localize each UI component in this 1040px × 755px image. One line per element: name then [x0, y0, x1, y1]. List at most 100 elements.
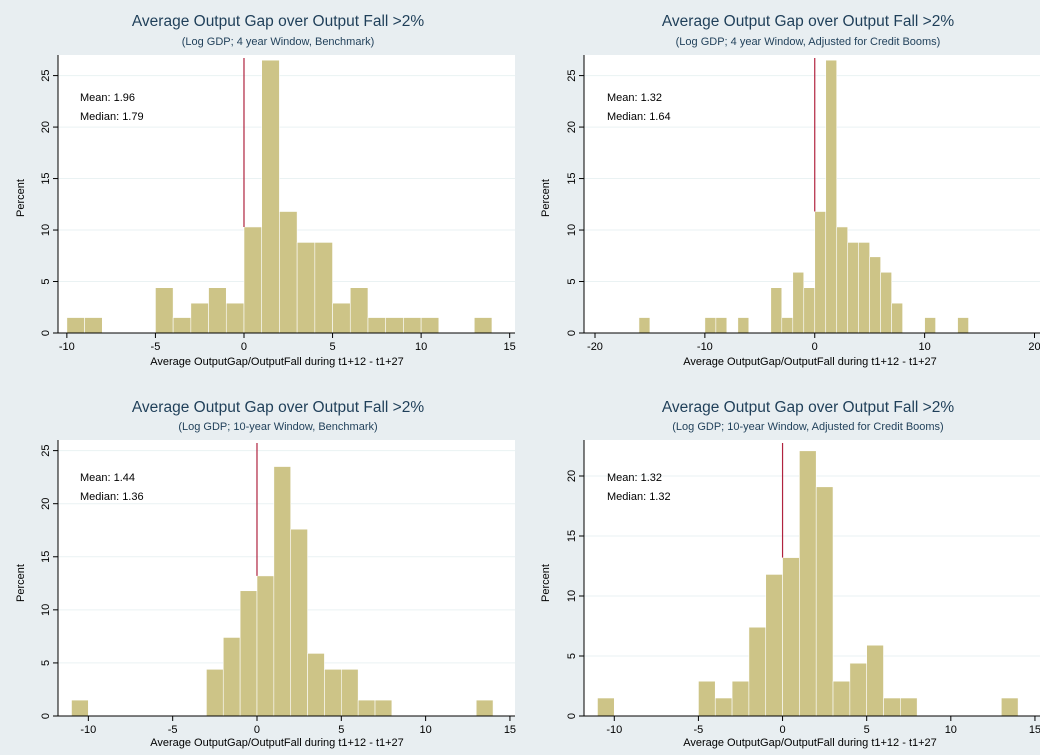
histogram-3: -10 -5 0 5 10 15 0 5 10 15 20 25 Average Output Gap…	[15, 399, 516, 749]
histogram-bar	[880, 271, 892, 334]
histogram-panel-4: -10 -5 0 5 10 15 0 5 10 15 20 Average Output Gap o…	[520, 378, 1040, 755]
x-tick-label: 5	[329, 341, 335, 353]
histogram-bar	[748, 626, 767, 717]
histogram-bar	[206, 668, 224, 717]
plot-background	[584, 55, 1040, 333]
y-tick-label: 10	[566, 224, 578, 236]
x-tick-label: 20	[1028, 341, 1040, 353]
histogram-bar	[341, 668, 359, 717]
histogram-bar	[256, 575, 275, 717]
histogram-bar	[782, 557, 800, 717]
chart-subtitle: (Log GDP; 4 year Window, Benchmark)	[182, 36, 375, 48]
histogram-bar	[924, 317, 936, 334]
mean-label: Mean: 1.44	[80, 472, 135, 484]
y-tick-label: 25	[40, 69, 52, 81]
x-tick-label: 0	[241, 341, 247, 353]
histogram-bar	[770, 287, 783, 334]
median-label: Median: 1.36	[80, 491, 144, 503]
histogram-bar	[714, 697, 733, 717]
y-axis-label: Percent	[540, 564, 552, 602]
median-label: Median: 1.79	[80, 111, 144, 123]
histogram-bar	[403, 317, 422, 334]
histogram-panel-1: -10 -5 0 5 10 15 0 5 10 15 20 25 Average Output Gap…	[0, 0, 520, 378]
x-axis-label: Average OutputGap/OutputFall during t1+1…	[150, 356, 404, 368]
histogram-bar	[891, 302, 903, 334]
histogram-bar	[869, 256, 881, 334]
x-tick-label: 10	[945, 724, 957, 736]
y-tick-label: 5	[40, 660, 52, 666]
y-tick-label: 20	[40, 498, 52, 510]
histogram-bar	[731, 680, 750, 717]
histogram-bar	[715, 317, 728, 334]
mean-label: Mean: 1.96	[80, 92, 135, 104]
x-tick-label: -10	[606, 724, 622, 736]
histogram-bar	[296, 242, 316, 334]
y-tick-label: 0	[40, 713, 52, 719]
histogram-panel-2: -20 -10 0 10 20 0 5 10 15 20 25 Average Output Gap…	[520, 0, 1040, 378]
y-tick-label: 20	[40, 121, 52, 133]
y-tick-label: 10	[40, 224, 52, 236]
chart-subtitle: (Log GDP; 10-year Window, Benchmark)	[178, 421, 377, 433]
x-tick-label: 15	[1029, 724, 1040, 736]
y-tick-label: 25	[566, 69, 578, 81]
chart-title: Average Output Gap over Output Fall >2%	[132, 399, 424, 416]
histogram-bar	[792, 271, 805, 334]
histogram-bar	[239, 590, 258, 717]
histogram-bar	[208, 287, 227, 334]
x-axis-label: Average OutputGap/OutputFall during t1+1…	[683, 356, 937, 368]
histogram-bar	[737, 317, 750, 334]
histogram-bar	[71, 699, 89, 717]
histogram-bar	[155, 287, 174, 334]
histogram-bar	[866, 644, 884, 717]
mean-label: Mean: 1.32	[607, 92, 662, 104]
histogram-bar	[781, 317, 794, 334]
histogram-bar	[698, 680, 716, 717]
histogram-bar	[273, 466, 292, 717]
histogram-bar	[1000, 697, 1019, 717]
histogram-bar	[849, 662, 867, 717]
histogram-bar	[190, 302, 209, 334]
histogram-bar	[385, 317, 404, 334]
chart-title: Average Output Gap over Output Fall >2%	[132, 13, 424, 30]
histogram-bar	[473, 317, 493, 334]
x-tick-label: 0	[254, 724, 260, 736]
y-tick-label: 0	[566, 713, 578, 719]
x-tick-label: 0	[779, 724, 785, 736]
x-tick-label: 10	[419, 724, 431, 736]
x-tick-label: -10	[697, 341, 713, 353]
y-tick-label: 5	[566, 278, 578, 284]
x-tick-label: 15	[504, 724, 516, 736]
chart-title: Average Output Gap over Output Fall >2%	[662, 399, 954, 416]
histogram-bar	[66, 317, 85, 334]
x-tick-label: 0	[812, 341, 818, 353]
histogram-bar	[814, 211, 827, 334]
histogram-bar	[324, 668, 342, 717]
x-tick-label: 5	[338, 724, 344, 736]
x-tick-label: -5	[694, 724, 704, 736]
x-tick-label: -20	[587, 341, 603, 353]
y-tick-label: 10	[566, 590, 578, 602]
histogram-bar	[314, 242, 333, 334]
histogram-bar	[332, 302, 351, 334]
chart-title: Average Output Gap over Output Fall >2%	[662, 13, 954, 30]
histogram-bar	[367, 317, 386, 334]
plot-area: -10 -5 0 5 10 15 0 5 10 15 20 25	[40, 55, 516, 353]
y-tick-label: 5	[40, 278, 52, 284]
histogram-bar	[883, 697, 901, 717]
histogram-bar	[420, 317, 440, 334]
histogram-bar	[84, 317, 103, 334]
histogram-bar	[290, 528, 308, 717]
x-tick-label: -10	[59, 341, 75, 353]
histogram-bar	[799, 450, 817, 717]
histogram-bar	[803, 287, 816, 334]
x-tick-label: 10	[415, 341, 427, 353]
histogram-bar	[225, 302, 245, 334]
histogram-bar	[357, 699, 376, 717]
median-label: Median: 1.64	[607, 111, 671, 123]
y-tick-label: 20	[566, 470, 578, 482]
x-axis-label: Average OutputGap/OutputFall during t1+1…	[150, 737, 404, 749]
x-tick-label: -10	[80, 724, 96, 736]
y-axis-label: Percent	[540, 179, 552, 217]
histogram-bar	[597, 697, 615, 717]
